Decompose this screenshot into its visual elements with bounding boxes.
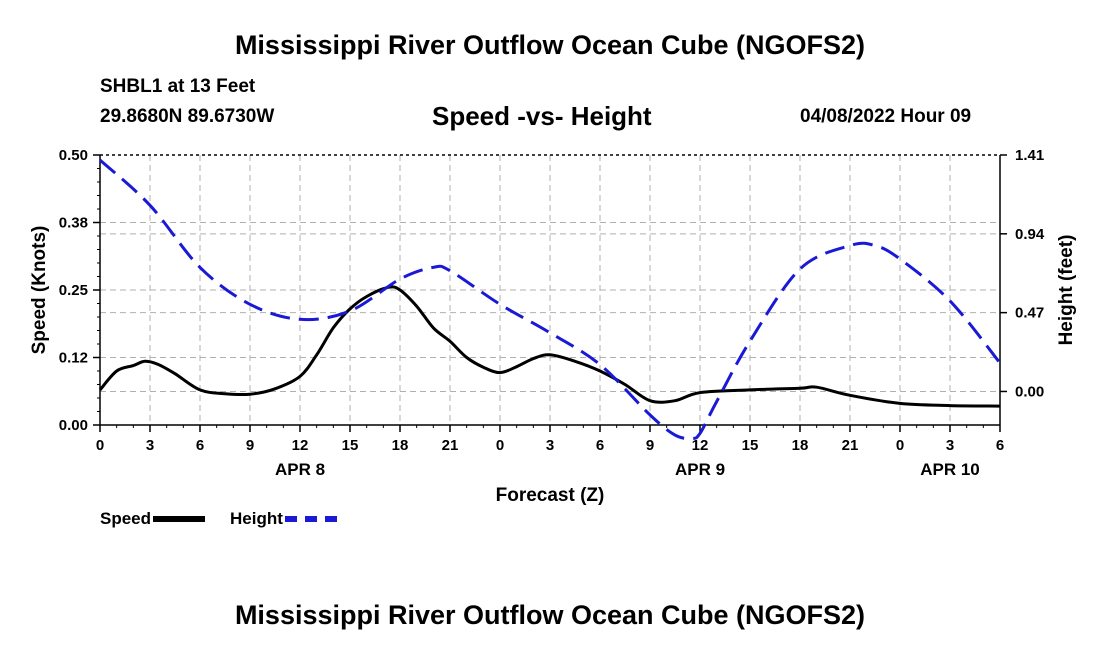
x-tick-label: 9	[646, 437, 654, 454]
y-tick-label: 0.12	[59, 350, 88, 367]
y-tick-label: 0.25	[59, 282, 88, 299]
y2-tick-label: 0.94	[1015, 226, 1045, 243]
x-tick-label: 3	[546, 437, 554, 454]
legend-height-label: Height	[230, 509, 283, 528]
legend-height: Height	[230, 509, 337, 529]
legend-speed: Speed	[100, 509, 206, 529]
speed-line-swatch	[153, 515, 206, 522]
x-date-label: APR 8	[275, 460, 325, 479]
y2-axis-title: Height (feet)	[1056, 235, 1077, 346]
x-tick-label: 0	[96, 437, 104, 454]
x-tick-label: 18	[792, 437, 809, 454]
x-tick-label: 12	[292, 437, 309, 454]
y-axis-title: Speed (Knots)	[29, 226, 50, 355]
x-date-label: APR 10	[920, 460, 980, 479]
x-tick-label: 0	[496, 437, 504, 454]
legend-speed-label: Speed	[100, 509, 152, 528]
x-tick-label: 15	[342, 437, 359, 454]
x-tick-label: 0	[896, 437, 904, 454]
x-tick-label: 9	[246, 437, 254, 454]
station-coordinates: 29.8680N 89.6730W	[100, 106, 275, 127]
chart-title-repeat: Mississippi River Outflow Ocean Cube (NG…	[234, 600, 866, 630]
x-axis-title: Forecast (Z)	[496, 485, 605, 506]
x-tick-label: 21	[842, 437, 859, 454]
x-tick-label: 15	[742, 437, 759, 454]
y-tick-label: 0.38	[59, 215, 88, 232]
y2-tick-label: 0.00	[1015, 383, 1044, 400]
y-tick-label: 0.00	[59, 417, 88, 434]
x-tick-label: 6	[996, 437, 1004, 454]
x-tick-label: 12	[692, 437, 709, 454]
chart-subtitle: Speed -vs- Height	[432, 101, 652, 131]
speed-series-line	[98, 285, 1001, 408]
station-name: SHBL1 at 13 Feet	[100, 76, 256, 97]
x-tick-label: 21	[442, 437, 459, 454]
x-tick-label: 6	[596, 437, 604, 454]
height-line-swatch	[284, 515, 337, 522]
x-tick-label: 18	[392, 437, 409, 454]
x-tick-label: 6	[196, 437, 204, 454]
x-date-label: APR 9	[675, 460, 725, 479]
y-tick-label: 0.50	[59, 147, 88, 164]
height-series-line	[98, 158, 1002, 441]
x-tick-label: 3	[946, 437, 954, 454]
chart-title: Mississippi River Outflow Ocean Cube (NG…	[234, 30, 866, 60]
forecast-datetime: 04/08/2022 Hour 09	[800, 106, 972, 127]
y2-tick-label: 1.41	[1015, 147, 1044, 164]
x-tick-label: 3	[146, 437, 154, 454]
y2-tick-label: 0.47	[1015, 305, 1044, 322]
speed-height-chart: 0 3 6 9 12 15 18 21 0 3 6 9 12 15 18 21 0 3 6 APR 8 APR 9 APR…	[29, 147, 1077, 506]
